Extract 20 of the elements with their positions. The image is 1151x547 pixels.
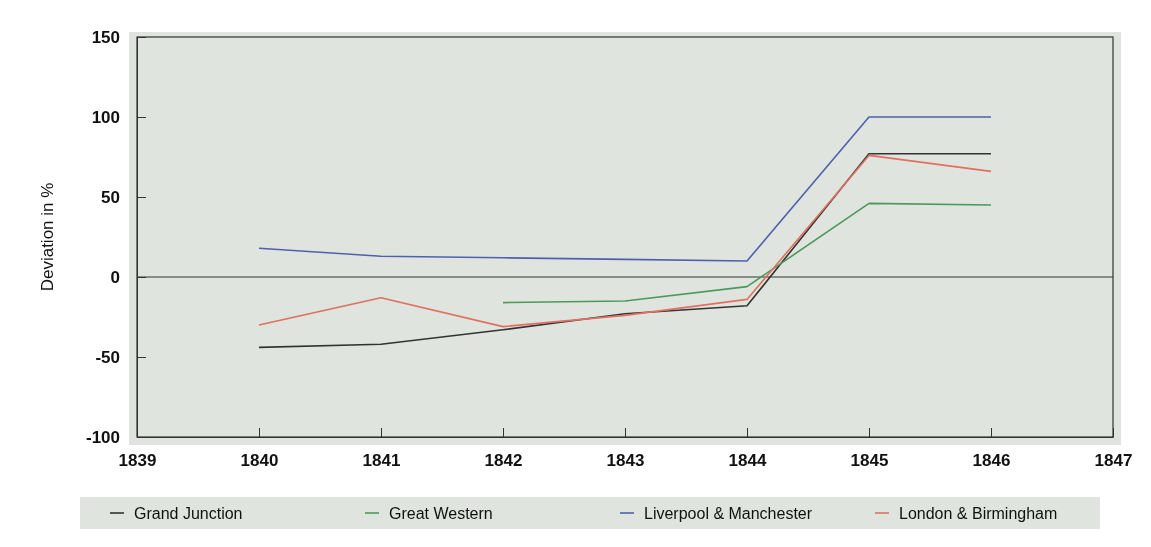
x-tick-label: 1847 bbox=[1094, 451, 1133, 471]
x-tick-label: 1841 bbox=[362, 451, 401, 471]
legend-label: Grand Junction bbox=[134, 505, 243, 522]
y-tick-label: 100 bbox=[91, 107, 120, 127]
x-tick-label: 1845 bbox=[850, 451, 889, 471]
y-tick-label: -100 bbox=[85, 427, 120, 447]
legend-label: London & Birmingham bbox=[899, 505, 1058, 522]
x-tick-label: 1839 bbox=[118, 451, 157, 471]
x-tick-label: 1844 bbox=[728, 451, 767, 471]
y-tick-label: 0 bbox=[110, 267, 120, 287]
legend-label: Liverpool & Manchester bbox=[644, 505, 813, 522]
x-tick-label: 1840 bbox=[240, 451, 279, 471]
x-tick-label: 1843 bbox=[606, 451, 645, 471]
x-tick-label: 1846 bbox=[972, 451, 1011, 471]
legend-label: Great Western bbox=[389, 505, 493, 522]
y-tick-label: 50 bbox=[101, 187, 120, 207]
y-tick-label: 150 bbox=[91, 27, 120, 47]
y-tick-label: -50 bbox=[95, 347, 120, 367]
x-tick-label: 1842 bbox=[484, 451, 523, 471]
y-axis-title: Deviation in % bbox=[38, 182, 57, 292]
